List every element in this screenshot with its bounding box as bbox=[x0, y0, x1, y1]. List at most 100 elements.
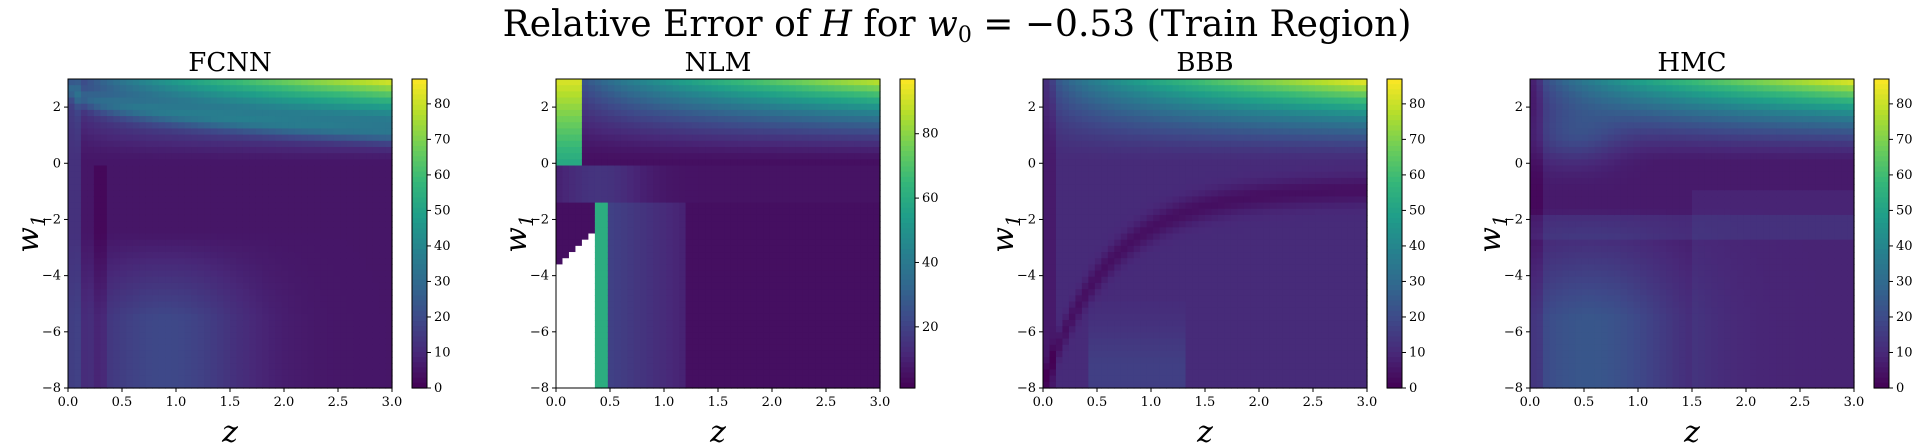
heatmap-cell bbox=[307, 369, 315, 377]
heatmap-cell bbox=[158, 363, 166, 371]
heatmap-cell bbox=[301, 245, 309, 253]
heatmap-cell bbox=[281, 202, 289, 210]
heatmap-cell bbox=[262, 97, 270, 105]
heatmap-cell bbox=[718, 190, 726, 198]
heatmap-cell bbox=[346, 369, 354, 377]
heatmap-cell bbox=[353, 79, 361, 86]
heatmap-cell bbox=[789, 338, 797, 346]
heatmap-cell bbox=[815, 344, 823, 352]
heatmap-cell bbox=[385, 153, 393, 160]
heatmap-cell bbox=[372, 221, 380, 228]
heatmap-cell bbox=[627, 190, 635, 198]
heatmap-cell bbox=[782, 196, 790, 204]
heatmap-cell bbox=[795, 208, 803, 216]
heatmap-cell bbox=[795, 116, 803, 123]
heatmap-cell bbox=[178, 116, 186, 123]
heatmap-cell bbox=[769, 381, 777, 389]
heatmap-cell bbox=[359, 252, 367, 259]
heatmap-cell bbox=[236, 196, 244, 204]
heatmap-cell bbox=[242, 338, 251, 346]
heatmap-cell bbox=[340, 134, 348, 142]
heatmap-cell bbox=[379, 270, 387, 278]
heatmap-cell bbox=[556, 214, 564, 222]
heatmap-cell bbox=[255, 103, 263, 111]
heatmap-cell bbox=[372, 196, 380, 204]
heatmap-cell bbox=[385, 116, 393, 123]
heatmap-cell bbox=[620, 252, 628, 259]
heatmap-cell bbox=[562, 227, 570, 235]
heatmap-cell bbox=[152, 221, 160, 228]
heatmap-cell bbox=[679, 313, 687, 321]
heatmap-cell bbox=[860, 116, 868, 123]
heatmap-cell bbox=[80, 332, 89, 340]
heatmap-cell bbox=[808, 245, 816, 253]
heatmap-cell bbox=[145, 381, 153, 389]
heatmap-cell bbox=[184, 350, 192, 358]
heatmap-cell bbox=[106, 184, 114, 191]
heatmap-cell bbox=[171, 363, 179, 371]
heatmap-cell bbox=[281, 227, 289, 235]
heatmap-cell bbox=[184, 375, 192, 383]
heatmap-cell bbox=[808, 326, 816, 333]
heatmap-cell bbox=[743, 332, 751, 340]
heatmap-cell bbox=[333, 357, 341, 364]
heatmap-cell bbox=[379, 146, 387, 154]
heatmap-cell bbox=[320, 270, 328, 278]
heatmap-cell bbox=[718, 282, 726, 290]
heatmap-cell bbox=[242, 252, 251, 259]
heatmap-cell bbox=[588, 214, 596, 222]
heatmap-cell bbox=[191, 202, 199, 210]
heatmap-cell bbox=[106, 221, 114, 228]
heatmap-cell bbox=[769, 221, 777, 228]
heatmap-cell bbox=[178, 140, 186, 148]
heatmap-cell bbox=[139, 326, 147, 333]
heatmap-cell bbox=[126, 128, 134, 136]
heatmap-cell bbox=[171, 369, 179, 377]
heatmap-cell bbox=[841, 375, 849, 383]
heatmap-cells bbox=[556, 79, 881, 389]
heatmap-cell bbox=[314, 91, 322, 99]
heatmap-cell bbox=[575, 208, 583, 216]
heatmap-cell bbox=[750, 313, 758, 321]
heatmap-cell bbox=[718, 165, 726, 173]
heatmap-cell bbox=[68, 301, 76, 309]
heatmap-cell bbox=[854, 357, 862, 364]
colorbar-segment bbox=[412, 104, 427, 111]
heatmap-cell bbox=[730, 239, 739, 247]
heatmap-cell bbox=[68, 184, 76, 191]
heatmap-cell bbox=[808, 109, 816, 117]
heatmap-cell bbox=[204, 357, 212, 364]
heatmap-cell bbox=[87, 344, 95, 352]
heatmap-cell bbox=[705, 85, 713, 92]
heatmap-cell bbox=[74, 153, 82, 160]
heatmap-cell bbox=[659, 282, 667, 290]
heatmap-cell bbox=[385, 320, 393, 327]
heatmap-cell bbox=[372, 177, 380, 185]
heatmap-cell bbox=[601, 295, 609, 303]
heatmap-cell bbox=[854, 264, 862, 272]
heatmap-cell bbox=[353, 184, 361, 191]
heatmap-cell bbox=[314, 258, 322, 265]
heatmap-cell bbox=[653, 252, 661, 259]
heatmap-cell bbox=[372, 326, 380, 333]
heatmap-cell bbox=[178, 79, 186, 86]
heatmap-cell bbox=[113, 227, 121, 235]
heatmap-cell bbox=[385, 122, 393, 130]
heatmap-cell bbox=[581, 270, 589, 278]
heatmap-cell bbox=[320, 332, 328, 340]
heatmap-cell bbox=[828, 116, 836, 123]
heatmap-cell bbox=[802, 122, 810, 130]
colorbar-segment bbox=[412, 372, 427, 379]
heatmap-cell bbox=[171, 282, 179, 290]
heatmap-cell bbox=[262, 146, 270, 154]
heatmap-cell bbox=[80, 202, 89, 210]
heatmap-cell bbox=[165, 85, 173, 92]
heatmap-cell bbox=[93, 320, 101, 327]
heatmap-cell bbox=[139, 91, 147, 99]
heatmap-cell bbox=[359, 264, 367, 272]
heatmap-cell bbox=[288, 196, 296, 204]
heatmap-cell bbox=[743, 153, 751, 160]
heatmap-cell bbox=[80, 320, 89, 327]
heatmap-cell bbox=[255, 381, 263, 389]
heatmap-cell bbox=[262, 109, 270, 117]
